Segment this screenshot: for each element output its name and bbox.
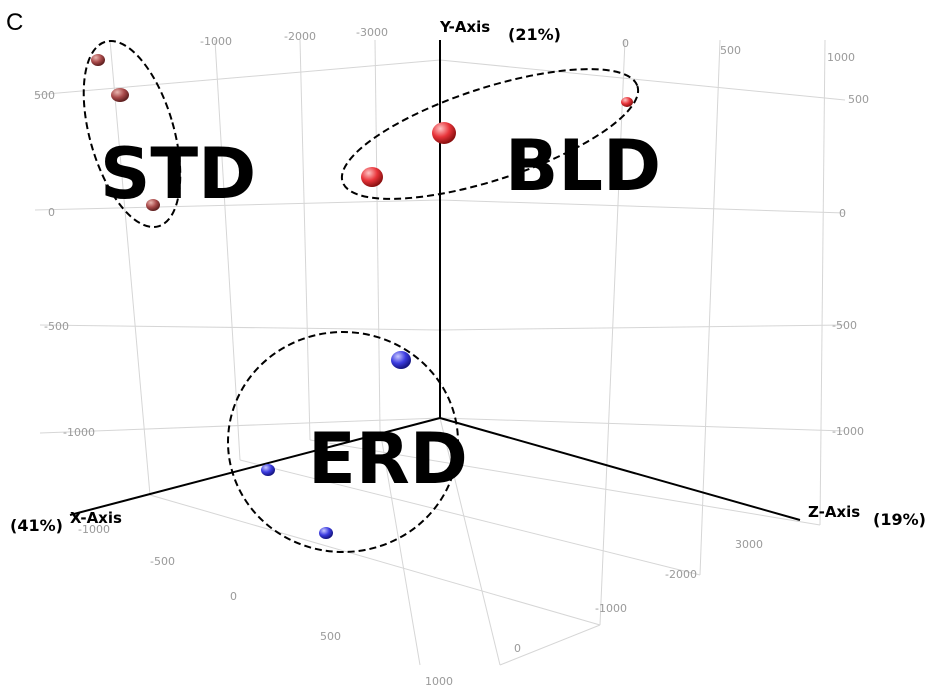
tick-label: 500 xyxy=(34,89,55,102)
z-axis-title: Z-Axis xyxy=(808,503,860,521)
tick-labels: -1000 -2000 -3000 0 500 1000 500 0 -500 … xyxy=(34,26,869,688)
gridline xyxy=(699,39,721,576)
gridlines xyxy=(34,39,846,666)
erd-cluster-outline xyxy=(227,331,459,553)
tick-label: 0 xyxy=(839,207,846,220)
tick-label: 1000 xyxy=(827,51,855,64)
gridline xyxy=(109,39,151,496)
gridline xyxy=(214,39,241,461)
gridline xyxy=(309,439,821,526)
bld-point xyxy=(361,167,383,187)
gridline xyxy=(34,59,441,96)
gridline xyxy=(439,324,846,331)
gridline xyxy=(439,59,846,101)
std-points xyxy=(91,54,160,211)
gridline xyxy=(374,39,381,431)
std-point xyxy=(146,199,160,211)
z-axis-variance: (19%) xyxy=(873,510,926,529)
std-group-label: STD xyxy=(100,133,256,215)
tick-label: -1000 xyxy=(595,602,627,615)
tick-label: 500 xyxy=(848,93,869,106)
y-axis-variance: (21%) xyxy=(508,25,561,44)
gridline xyxy=(39,324,441,331)
gridline xyxy=(599,39,626,626)
erd-point xyxy=(261,464,275,476)
gridline xyxy=(34,199,441,211)
erd-point xyxy=(319,527,333,539)
tick-label: -1000 xyxy=(78,523,110,536)
tick-label: 3000 xyxy=(735,538,763,551)
std-point xyxy=(91,54,105,66)
y-axis-title: Y-Axis xyxy=(439,18,490,36)
tick-label: -500 xyxy=(44,320,69,333)
bld-point xyxy=(432,122,456,144)
erd-group-label: ERD xyxy=(308,418,468,500)
tick-label: -2000 xyxy=(284,30,316,43)
tick-label: 0 xyxy=(622,37,629,50)
tick-label: -500 xyxy=(150,555,175,568)
tick-label: -1000 xyxy=(200,35,232,48)
tick-label: -1000 xyxy=(832,425,864,438)
gridline xyxy=(439,199,846,214)
gridline xyxy=(239,459,701,576)
x-axis-title: X-Axis xyxy=(70,509,122,527)
panel-label: C xyxy=(6,9,23,36)
gridline xyxy=(39,417,441,434)
gridline xyxy=(439,417,501,666)
gridline xyxy=(299,39,311,441)
tick-label: 500 xyxy=(720,44,741,57)
bld-group-label: BLD xyxy=(505,125,661,207)
tick-label: 0 xyxy=(230,590,237,603)
std-cluster-outline xyxy=(82,39,182,229)
erd-points xyxy=(261,351,411,539)
gridline xyxy=(439,417,846,432)
bld-point xyxy=(621,97,633,107)
gridline xyxy=(819,39,826,526)
erd-point xyxy=(391,351,411,369)
std-point xyxy=(111,88,129,102)
gridline xyxy=(149,494,601,626)
gridline xyxy=(499,624,601,666)
axes xyxy=(69,40,801,521)
x-axis-line xyxy=(69,417,441,516)
tick-label: -2000 xyxy=(665,568,697,581)
tick-label: -500 xyxy=(832,319,857,332)
tick-label: 500 xyxy=(320,630,341,643)
z-axis-line xyxy=(439,417,801,521)
x-axis-variance: (41%) xyxy=(10,516,63,535)
bld-points xyxy=(361,97,633,187)
tick-label: 0 xyxy=(514,642,521,655)
tick-label: 0 xyxy=(48,206,55,219)
tick-label: -3000 xyxy=(356,26,388,39)
bld-cluster-outline xyxy=(340,68,640,200)
tick-label: 1000 xyxy=(425,675,453,688)
tick-label: -1000 xyxy=(63,426,95,439)
gridline xyxy=(379,429,421,666)
